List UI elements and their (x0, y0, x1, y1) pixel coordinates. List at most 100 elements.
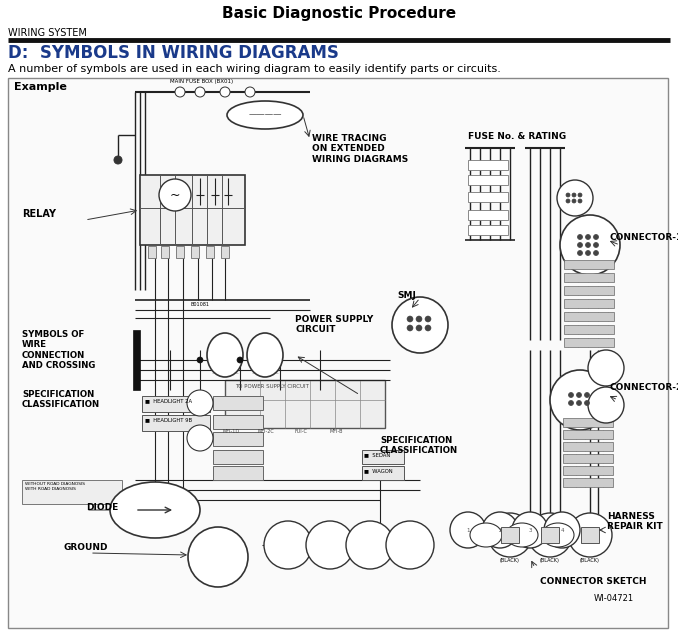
Circle shape (425, 325, 431, 331)
Circle shape (407, 316, 413, 322)
Bar (213, 415, 263, 429)
Text: Basic Diagnostic Procedure: Basic Diagnostic Procedure (222, 6, 456, 21)
Bar (564, 273, 614, 282)
Text: 4: 4 (560, 528, 563, 533)
Ellipse shape (247, 333, 283, 377)
Circle shape (114, 156, 122, 164)
Bar (563, 478, 613, 487)
Bar (362, 466, 404, 480)
Text: TO POWER SUPPLY CIRCUIT: TO POWER SUPPLY CIRCUIT (235, 384, 309, 389)
Text: SMJ: SMJ (397, 291, 416, 300)
Bar (22, 480, 122, 504)
Circle shape (512, 512, 548, 548)
Text: 3: 3 (528, 528, 532, 533)
Bar (148, 246, 156, 258)
Bar (362, 450, 404, 464)
Circle shape (588, 350, 624, 386)
Text: ■  HEADLIGHT 2A: ■ HEADLIGHT 2A (145, 398, 192, 403)
Text: SPECIFICATION
CLASSIFICATION: SPECIFICATION CLASSIFICATION (22, 390, 100, 410)
Bar (564, 325, 614, 334)
Circle shape (528, 513, 572, 557)
Text: Example: Example (14, 82, 67, 92)
Text: ~: ~ (170, 189, 180, 201)
Circle shape (220, 87, 230, 97)
Bar (564, 312, 614, 321)
Bar (468, 160, 508, 170)
Bar (468, 210, 508, 220)
Text: CONNECTOR SKETCH: CONNECTOR SKETCH (540, 577, 647, 586)
Text: MFI-1D: MFI-1D (222, 429, 239, 434)
Circle shape (588, 387, 624, 423)
Circle shape (566, 199, 570, 203)
Circle shape (175, 87, 185, 97)
Circle shape (593, 250, 599, 255)
Text: FUI-C: FUI-C (294, 429, 307, 434)
Bar (564, 338, 614, 347)
Bar (142, 415, 210, 431)
Text: ■  HEADLIGHT 9B: ■ HEADLIGHT 9B (145, 417, 192, 422)
Text: CONNECTOR-1: CONNECTOR-1 (609, 234, 678, 243)
Circle shape (450, 512, 486, 548)
Circle shape (572, 193, 576, 197)
Text: 2: 2 (498, 528, 502, 533)
Circle shape (550, 370, 610, 430)
Circle shape (237, 357, 243, 363)
Circle shape (584, 392, 589, 398)
Bar (221, 246, 229, 258)
Bar (563, 418, 613, 427)
Bar (133, 330, 140, 390)
Text: ————: ———— (248, 110, 282, 119)
Circle shape (197, 357, 203, 363)
Bar (206, 246, 214, 258)
Text: D:  SYMBOLS IN WIRING DIAGRAMS: D: SYMBOLS IN WIRING DIAGRAMS (8, 44, 339, 62)
Bar (468, 225, 508, 235)
Text: (BLACK): (BLACK) (580, 558, 600, 563)
Bar (564, 299, 614, 308)
Circle shape (586, 250, 591, 255)
Circle shape (392, 297, 448, 353)
Circle shape (544, 512, 580, 548)
Circle shape (416, 316, 422, 322)
Text: HARNESS
REPAIR KIT: HARNESS REPAIR KIT (607, 512, 663, 531)
Bar (468, 175, 508, 185)
Bar (541, 527, 559, 543)
Circle shape (557, 180, 593, 216)
Circle shape (187, 390, 213, 416)
Ellipse shape (542, 523, 574, 547)
Text: POWER SUPPLY
CIRCUIT: POWER SUPPLY CIRCUIT (295, 315, 374, 335)
Circle shape (568, 401, 574, 406)
Text: (BLACK): (BLACK) (500, 558, 520, 563)
Circle shape (159, 179, 191, 211)
Text: A number of symbols are used in each wiring diagram to easily identify parts or : A number of symbols are used in each wir… (8, 64, 501, 74)
Text: SYMBOLS OF
WIRE
CONNECTION
AND CROSSING: SYMBOLS OF WIRE CONNECTION AND CROSSING (22, 330, 96, 370)
Bar (213, 466, 263, 480)
Circle shape (568, 513, 612, 557)
Circle shape (416, 325, 422, 331)
Circle shape (195, 87, 205, 97)
Bar (564, 260, 614, 269)
Circle shape (593, 234, 599, 239)
Text: (BLACK): (BLACK) (540, 558, 560, 563)
Text: WI-04721: WI-04721 (594, 594, 634, 603)
Bar (563, 466, 613, 475)
Text: WITHOUT ROAD DIAGNOSIS
WITH ROAD DIAGNOSIS: WITHOUT ROAD DIAGNOSIS WITH ROAD DIAGNOS… (25, 482, 85, 491)
Bar (564, 286, 614, 295)
Circle shape (576, 392, 582, 398)
Bar (468, 192, 508, 202)
Text: MFI-B: MFI-B (330, 429, 343, 434)
Text: ■  WAGON: ■ WAGON (364, 468, 393, 473)
Circle shape (188, 527, 248, 587)
Text: ■  SEDAN: ■ SEDAN (364, 452, 391, 457)
Circle shape (264, 521, 312, 569)
Text: CONNECTOR-2: CONNECTOR-2 (609, 384, 678, 392)
Bar (8, 78, 668, 628)
Circle shape (488, 513, 532, 557)
Circle shape (346, 521, 394, 569)
Text: RELAY: RELAY (22, 209, 56, 219)
Text: GROUND: GROUND (64, 544, 108, 552)
Ellipse shape (227, 101, 303, 129)
Bar (563, 442, 613, 451)
Circle shape (578, 199, 582, 203)
Circle shape (568, 392, 574, 398)
Bar (213, 432, 263, 446)
